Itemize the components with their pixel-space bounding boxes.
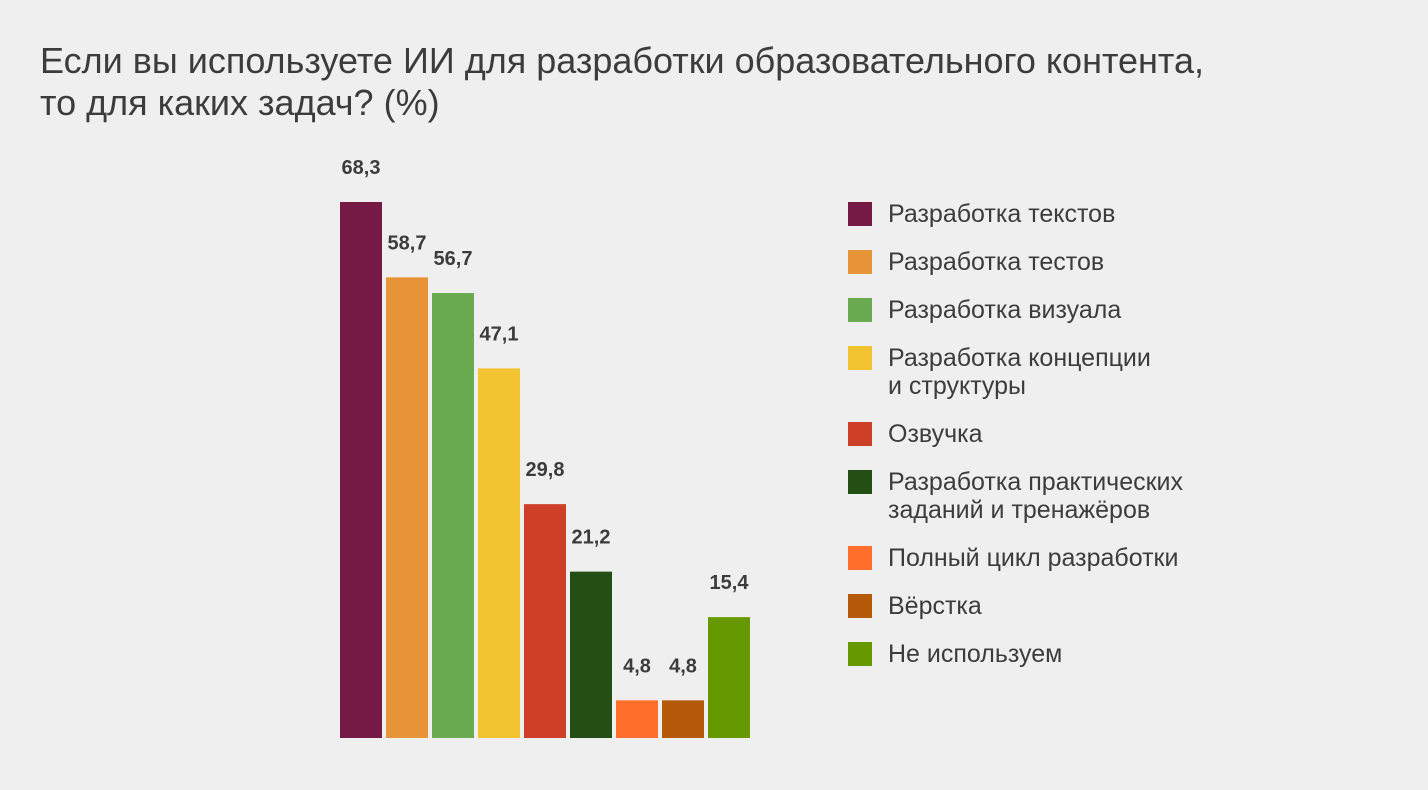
legend-swatch — [848, 422, 872, 446]
legend-swatch — [848, 298, 872, 322]
bar-8 — [662, 700, 704, 738]
legend-label: Полный цикл разработки — [888, 544, 1179, 572]
legend-label: Разработка тестов — [888, 248, 1105, 276]
bar-7 — [616, 700, 658, 738]
legend-item-8: Вёрстка — [848, 592, 1268, 620]
legend-item-1: Разработка текстов — [848, 200, 1268, 228]
legend-item-7: Полный цикл разработки — [848, 544, 1268, 572]
legend-label: Озвучка — [888, 420, 983, 448]
legend-label: Вёрстка — [888, 592, 982, 620]
legend-swatch — [848, 594, 872, 618]
legend-item-3: Разработка визуала — [848, 296, 1268, 324]
legend-label: Разработка концепции и структуры — [888, 344, 1151, 400]
bar-6 — [570, 571, 612, 738]
bar-2 — [386, 277, 428, 738]
legend-label: Не используем — [888, 640, 1063, 668]
bar-value-label-1: 68,3 — [342, 157, 381, 179]
bar-value-label-6: 21,2 — [572, 527, 611, 549]
bar-3 — [432, 293, 474, 738]
bar-value-label-4: 47,1 — [480, 323, 519, 345]
bar-group — [340, 202, 750, 738]
legend-swatch — [848, 346, 872, 370]
bar-1 — [340, 202, 382, 738]
legend-item-4: Разработка концепции и структуры — [848, 344, 1268, 400]
legend-item-9: Не используем — [848, 640, 1268, 668]
legend-label: Разработка текстов — [888, 200, 1116, 228]
bar-4 — [478, 368, 520, 738]
legend-swatch — [848, 642, 872, 666]
chart-title: Если вы используете ИИ для разработки об… — [40, 40, 1205, 123]
legend-label: Разработка практических заданий и тренаж… — [888, 468, 1184, 524]
bar-value-label-8: 4,8 — [669, 655, 697, 677]
bar-value-label-2: 58,7 — [388, 232, 427, 254]
bar-value-label-3: 56,7 — [434, 248, 473, 270]
legend-label: Разработка визуала — [888, 296, 1122, 324]
bar-5 — [524, 504, 566, 738]
legend-item-5: Озвучка — [848, 420, 1268, 448]
bar-9 — [708, 617, 750, 738]
legend-swatch — [848, 546, 872, 570]
legend-swatch — [848, 470, 872, 494]
legend-item-2: Разработка тестов — [848, 248, 1268, 276]
legend-swatch — [848, 250, 872, 274]
legend-item-6: Разработка практических заданий и тренаж… — [848, 468, 1268, 524]
legend-swatch — [848, 202, 872, 226]
bar-label-group: 68,3 58,7 56,7 47,1 29,8 21,2 4,8 4,8 15,4 — [342, 157, 750, 677]
bar-value-label-7: 4,8 — [623, 655, 651, 677]
bar-value-label-5: 29,8 — [526, 459, 565, 481]
bar-value-label-9: 15,4 — [710, 572, 750, 594]
